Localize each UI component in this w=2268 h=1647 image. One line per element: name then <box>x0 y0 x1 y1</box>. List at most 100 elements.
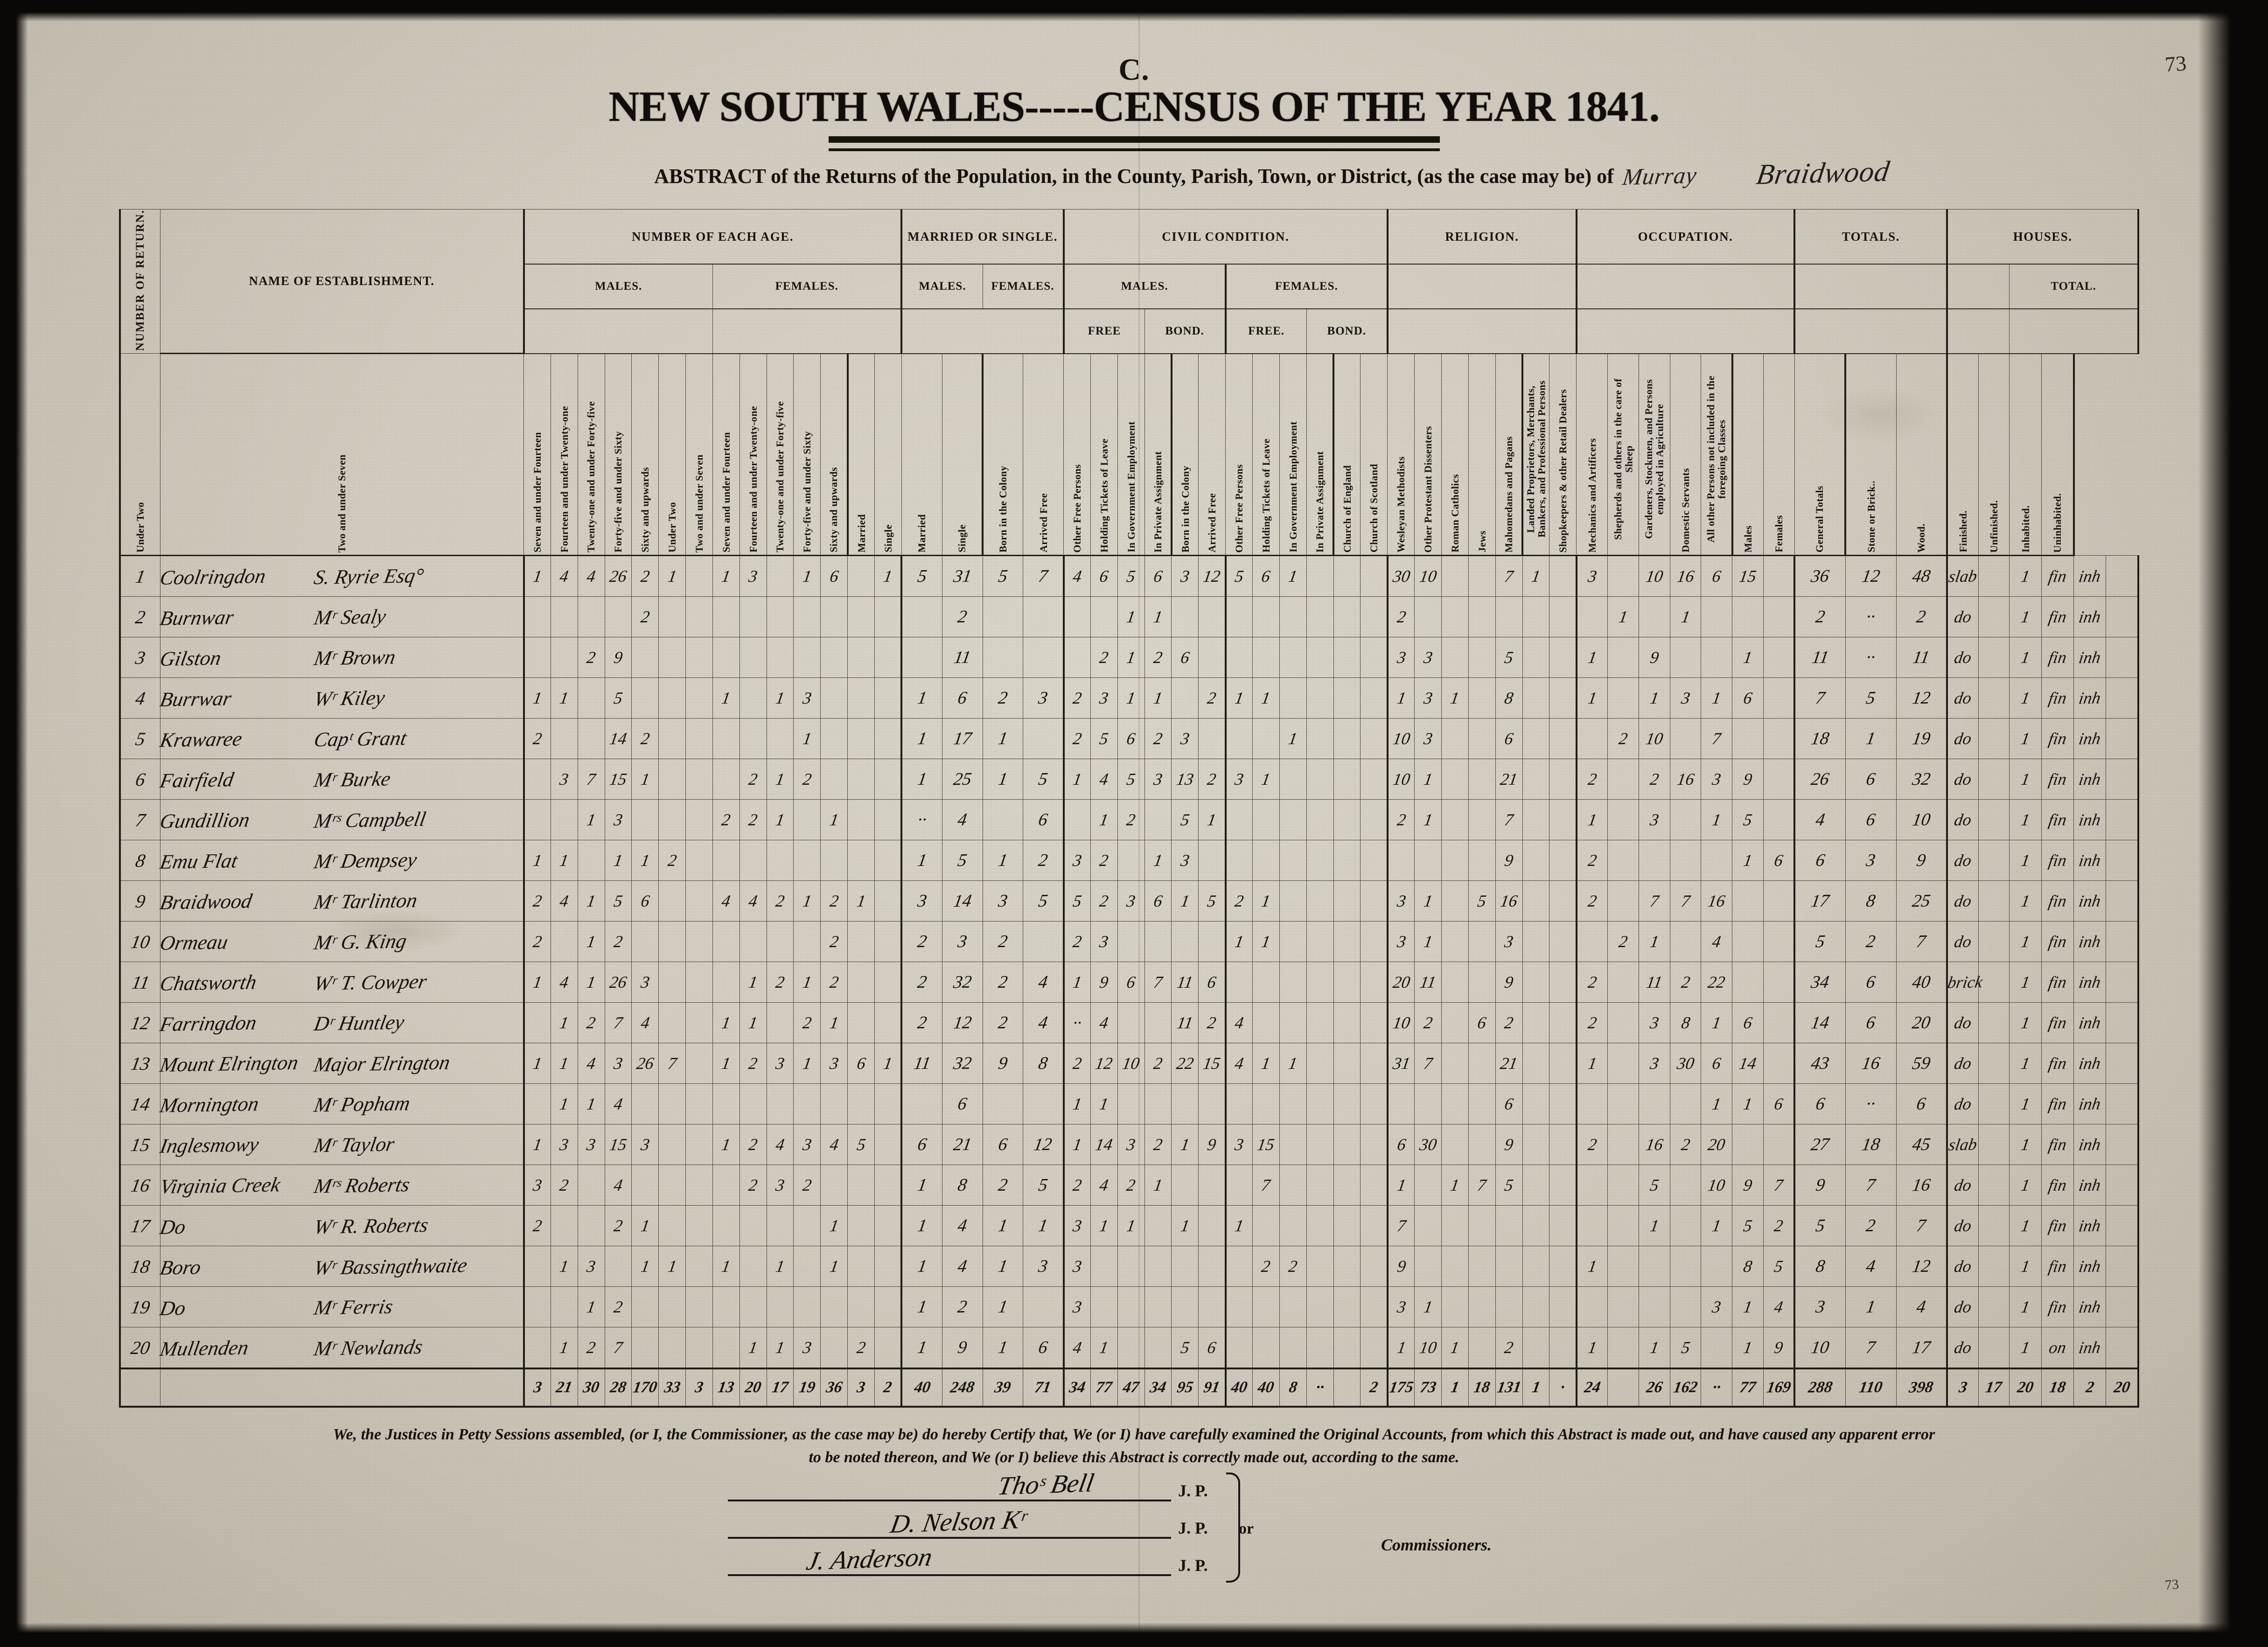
total-age-female-6: 2 <box>874 1368 902 1408</box>
cell-civil-female-2 <box>1279 799 1307 841</box>
cell-age-male-3: 1 <box>604 840 632 881</box>
subheader-occupation-spacer <box>1575 264 1795 309</box>
total-houses-0: 3 <box>1946 1368 1979 1408</box>
cell-houses-1 <box>1978 1327 2010 1369</box>
cell-age-male-4 <box>631 1165 659 1206</box>
row-establishment-cell: Farringdon Dʳ Huntley <box>158 1002 524 1044</box>
cell-age-female-6: 1 <box>874 1043 902 1084</box>
col-religion-roman-catholics-text: Roman Catholics <box>1449 474 1461 553</box>
cell-religion-0: 6 <box>1386 1124 1415 1165</box>
cell-occupation-5 <box>1732 1124 1764 1165</box>
cell-occupation-0 <box>1575 718 1608 760</box>
cell-total-1: 12 <box>1845 555 1897 597</box>
cell-civil-female-2 <box>1279 1205 1307 1247</box>
cell-marital-3 <box>1023 921 1064 963</box>
cell-religion-1: 1 <box>1414 799 1442 841</box>
subheader-female-free: FREE. <box>1224 308 1307 354</box>
cell-occupation-5 <box>1732 962 1764 1003</box>
cell-age-female-5 <box>847 799 875 841</box>
cell-civil-male-1: 9 <box>1090 962 1118 1003</box>
cell-religion-4: 7 <box>1495 799 1523 841</box>
cell-occupation-1: 2 <box>1607 921 1639 963</box>
row-number: 18 <box>119 1246 161 1287</box>
cell-age-male-5 <box>658 637 686 678</box>
occupier-name: Dʳ Huntley <box>312 1011 406 1035</box>
total-occupation-2: 26 <box>1638 1368 1670 1408</box>
signature-jp-label: J. P. <box>1178 1519 1208 1537</box>
cell-civil-female-5 <box>1360 677 1388 719</box>
cell-age-male-5 <box>658 1327 686 1369</box>
cell-civil-male-3 <box>1144 1286 1172 1328</box>
cell-occupation-4 <box>1701 1327 1733 1369</box>
cell-houses-0: do <box>1946 880 1979 922</box>
cell-civil-male-3: 1 <box>1144 596 1172 638</box>
cell-houses-0: do <box>1946 596 1979 638</box>
cell-religion-3 <box>1468 596 1496 638</box>
cell-religion-1: 3 <box>1414 637 1442 678</box>
cell-civil-female-2 <box>1279 1083 1307 1125</box>
signature-name: Thoˢ Bell <box>995 1468 1096 1501</box>
cell-age-male-1: 1 <box>550 1043 578 1084</box>
cell-age-female-0 <box>712 759 740 800</box>
cell-houses-1 <box>1978 718 2010 760</box>
cell-occupation-2: 7 <box>1638 880 1670 922</box>
cell-age-male-1: 2 <box>550 1165 578 1206</box>
cell-civil-female-3 <box>1306 718 1334 760</box>
cell-age-female-2: 1 <box>766 1246 794 1287</box>
total-religion-6: · <box>1549 1368 1577 1408</box>
cell-age-female-5 <box>847 555 875 597</box>
cell-total-2: 12 <box>1896 1246 1947 1287</box>
row-establishment-cell: Emu Flat Mʳ Dempsey <box>158 840 524 881</box>
occupier-name: Mʳˢ Campbell <box>312 807 428 832</box>
cell-civil-female-0 <box>1224 962 1253 1003</box>
cell-marital-1: 6 <box>942 1083 983 1125</box>
cell-occupation-5: 9 <box>1732 1165 1764 1206</box>
cell-houses-5 <box>2106 1124 2140 1165</box>
cell-houses-3: fin <box>2041 962 2074 1003</box>
cell-age-female-1: 2 <box>739 1124 767 1165</box>
cell-civil-male-3: 1 <box>1144 677 1172 719</box>
cell-houses-0: do <box>1946 1286 1979 1328</box>
col-total-females: Females <box>1763 353 1795 557</box>
cell-age-female-6 <box>874 718 902 760</box>
cell-houses-1 <box>1978 1083 2010 1125</box>
cell-civil-male-0: 2 <box>1062 677 1091 719</box>
cell-religion-6 <box>1549 677 1577 719</box>
cell-occupation-5: 6 <box>1732 1002 1764 1044</box>
cell-age-male-2: 4 <box>577 1043 605 1084</box>
cell-marital-0: 1 <box>900 1286 942 1328</box>
cell-age-male-6 <box>685 718 713 760</box>
cell-religion-2 <box>1441 637 1469 678</box>
cell-civil-female-2 <box>1279 1286 1307 1328</box>
cell-age-male-5: 2 <box>658 840 686 881</box>
cell-age-male-6 <box>685 677 713 719</box>
cell-age-female-4: 2 <box>820 880 848 922</box>
cell-marital-2: 5 <box>982 555 1024 597</box>
cell-marital-0: 1 <box>900 677 942 719</box>
cell-occupation-4: 1 <box>1701 799 1733 841</box>
cell-marital-1: 3 <box>942 921 983 963</box>
cell-houses-3: fin <box>2041 677 2074 719</box>
cell-houses-4: inh <box>2073 1083 2107 1125</box>
cell-age-female-0 <box>712 718 740 760</box>
cell-civil-male-3: 1 <box>1144 1165 1172 1206</box>
cell-houses-5 <box>2106 1327 2140 1369</box>
signature-row: Thoˢ Bell J. P. <box>728 1468 1334 1507</box>
cell-civil-male-0: 2 <box>1062 1165 1091 1206</box>
cell-age-female-5 <box>847 637 875 678</box>
total-marital-3: 71 <box>1023 1368 1064 1408</box>
cell-age-male-2: 2 <box>577 1002 605 1044</box>
cell-civil-female-4 <box>1333 1043 1361 1084</box>
cell-total-1: 8 <box>1845 880 1897 922</box>
cell-occupation-3: 7 <box>1669 880 1702 922</box>
cell-age-male-4: 3 <box>631 1124 659 1165</box>
cell-civil-male-4: 1 <box>1171 1205 1199 1247</box>
cell-houses-4: inh <box>2073 1043 2107 1084</box>
cell-civil-male-3: 7 <box>1144 962 1172 1003</box>
cell-age-male-3: 4 <box>604 1083 632 1125</box>
cell-total-2: 2 <box>1896 596 1947 638</box>
cell-houses-2: 1 <box>2009 1002 2042 1044</box>
cell-age-male-2: 1 <box>577 880 605 922</box>
cell-civil-male-0: ·· <box>1062 1002 1091 1044</box>
cell-religion-2 <box>1441 1124 1469 1165</box>
